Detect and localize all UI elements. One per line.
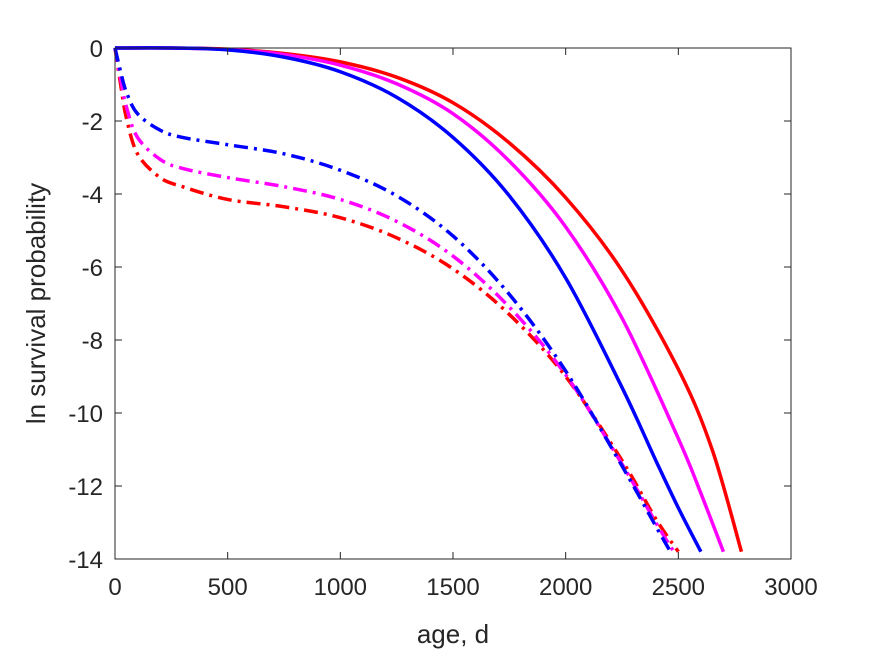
x-tick-label: 3000 (764, 574, 817, 601)
y-tick-label: -10 (68, 401, 103, 428)
dashdot-series-line-5 (113, 47, 672, 553)
ticks-layer: 0 500 1000 1500 2000 2500 3000 0 -2 -4 -6 -8 -10 -12 -… (68, 36, 817, 601)
x-tick-label: 1000 (314, 574, 367, 601)
x-axis-label: age, d (417, 619, 489, 649)
y-tick-label: -12 (68, 474, 103, 501)
y-tick-label: -4 (82, 182, 103, 209)
x-tick-label: 2500 (652, 574, 705, 601)
y-tick-label: 0 (90, 36, 103, 63)
x-tick-label: 500 (208, 574, 248, 601)
y-tick-label: -8 (82, 328, 103, 355)
solid-series-line-2 (114, 46, 703, 553)
x-tick-label: 1500 (426, 574, 479, 601)
dashdot-series-line-3 (113, 47, 680, 553)
x-tick-label: 2000 (539, 574, 592, 601)
series-layer (113, 46, 744, 553)
x-tick-label: 0 (108, 574, 121, 601)
y-tick-label: -14 (68, 547, 103, 574)
y-axis-label: ln survival probability (21, 183, 51, 424)
y-tick-label: -2 (82, 109, 103, 136)
y-tick-label: -6 (82, 255, 103, 282)
